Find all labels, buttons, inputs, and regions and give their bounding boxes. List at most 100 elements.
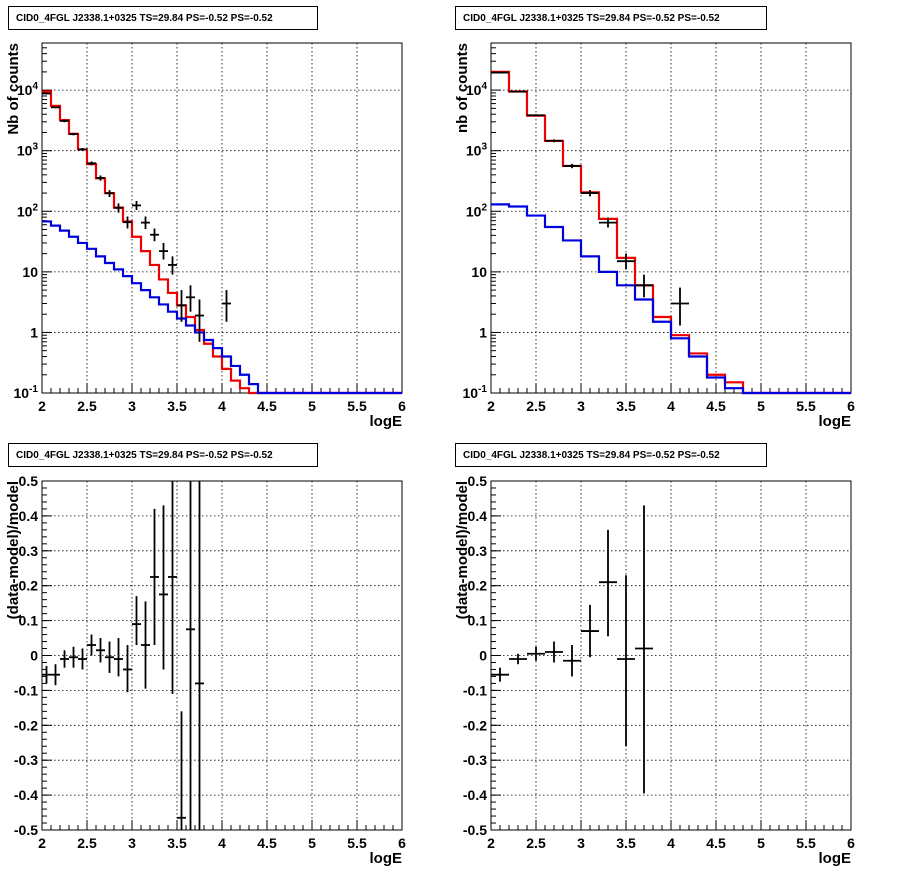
x-tick-label: 2: [38, 835, 46, 851]
x-tick-label: 5: [757, 398, 765, 414]
x-tick-label: 2: [487, 835, 495, 851]
data-point: [545, 139, 563, 143]
x-tick-label: 4.5: [257, 398, 277, 414]
y-axis-label: Nb of counts: [5, 43, 22, 135]
y-tick-label: 102: [466, 202, 488, 219]
x-tick-label: 4: [218, 398, 226, 414]
y-tick-label: 0.3: [19, 543, 39, 559]
y-tick-label: 0.1: [19, 613, 39, 629]
x-tick-label: 5.5: [347, 398, 367, 414]
x-tick-label: 4: [667, 398, 675, 414]
x-tick-label: 4.5: [257, 835, 277, 851]
y-tick-label: 0.5: [19, 473, 39, 489]
y-tick-label: 0.1: [468, 613, 488, 629]
data-point: [60, 119, 69, 123]
x-axis-label: logE: [370, 850, 403, 867]
panel-4: 2 2.5 3 3.5 4 4.5 5 5.5 6 -0.5 -0.4 -0.3 -0.2 -0.1 0 0.…: [454, 473, 855, 867]
data-point: [51, 106, 60, 109]
residual-point: [132, 596, 141, 646]
residual-point: [186, 481, 195, 830]
y-tick-label: -0.1: [14, 682, 38, 698]
y-tick-label: 1: [479, 324, 487, 340]
x-tick-label: 6: [398, 398, 406, 414]
data-point: [509, 90, 527, 93]
x-tick-label: 2: [38, 398, 46, 414]
panel-3: 2 2.5 3 3.5 4 4.5 5 5.5 6 -0.5 -0.4 -0.3 -0.2 -0.1 0 0.…: [5, 473, 406, 867]
x-tick-label: 5: [308, 835, 316, 851]
data-point: [96, 175, 105, 181]
data-point: [527, 114, 545, 117]
residual-point: [141, 601, 150, 689]
x-tick-label: 3.5: [167, 398, 187, 414]
data-point: [69, 132, 78, 136]
residual-point: [635, 505, 653, 794]
x-tick-label: 3: [128, 835, 136, 851]
panel-2-title: CID0_4FGL J2338.1+0325 TS=29.84 PS=-0.52…: [455, 6, 767, 30]
data-point: [186, 285, 195, 312]
residual-point: [563, 645, 581, 677]
y-tick-label: -0.1: [463, 682, 487, 698]
y-tick-label: -0.3: [14, 752, 38, 768]
data-point: [195, 299, 204, 342]
residual-point: [78, 648, 87, 670]
y-tick-label: -0.5: [14, 822, 38, 838]
x-tick-label: 2: [487, 398, 495, 414]
residual-point: [509, 653, 527, 665]
data-point: [168, 256, 177, 275]
y-tick-label: 0.2: [468, 578, 488, 594]
y-tick-label: -0.2: [463, 717, 487, 733]
residual-point: [168, 481, 177, 694]
data-point: [617, 253, 635, 270]
residual-point: [177, 711, 186, 830]
data-point: [105, 190, 114, 198]
y-tick-label: -0.5: [463, 822, 487, 838]
data-point: [141, 216, 150, 229]
residual-point: [617, 575, 635, 747]
x-tick-label: 6: [398, 835, 406, 851]
residual-point: [60, 650, 69, 668]
y-tick-label: 0.3: [468, 543, 488, 559]
residual-point: [123, 645, 132, 693]
x-axis-label: logE: [370, 413, 403, 430]
data-point: [491, 71, 509, 74]
data-point: [87, 161, 96, 166]
x-tick-label: 3.5: [616, 835, 636, 851]
data-point: [563, 163, 581, 169]
x-tick-label: 3: [577, 398, 585, 414]
panel-3-title: CID0_4FGL J2338.1+0325 TS=29.84 PS=-0.52…: [8, 443, 318, 467]
y-tick-label: 103: [466, 142, 488, 159]
residual-point: [87, 634, 96, 656]
panel-1: 2 2.5 3 3.5 4 4.5 5 5.5 6 10-1 1 10 102 103 104 logE Nb …: [5, 42, 406, 430]
y-axis-label: nb of counts: [454, 43, 471, 133]
x-tick-label: 4.5: [706, 398, 726, 414]
x-axis-label: logE: [819, 413, 852, 430]
x-tick-label: 5: [308, 398, 316, 414]
data-point: [132, 200, 141, 210]
y-tick-label: 0.4: [468, 508, 488, 524]
residual-point: [581, 604, 599, 658]
y-tick-label: 102: [17, 202, 39, 219]
y-axis-label: (data-model)/model: [5, 481, 22, 619]
x-tick-label: 5: [757, 835, 765, 851]
data-point: [599, 217, 617, 228]
panel-4-title: CID0_4FGL J2338.1+0325 TS=29.84 PS=-0.52…: [455, 443, 767, 467]
residual-point: [195, 481, 204, 830]
y-tick-label: 0.5: [468, 473, 488, 489]
residual-point: [105, 641, 114, 673]
x-tick-label: 5.5: [796, 835, 816, 851]
y-tick-label: -0.3: [463, 752, 487, 768]
x-tick-label: 2.5: [526, 398, 546, 414]
residual-point: [42, 665, 51, 684]
y-tick-label: 103: [17, 142, 39, 159]
y-tick-label: 104: [17, 81, 39, 98]
x-tick-label: 5.5: [796, 398, 816, 414]
x-tick-label: 3: [128, 398, 136, 414]
y-tick-label: -0.2: [14, 717, 38, 733]
residual-point: [114, 638, 123, 677]
y-axis-label: (data-model)/model: [454, 481, 471, 619]
y-tick-label: 0: [479, 648, 487, 664]
data-point: [635, 274, 653, 298]
x-tick-label: 2.5: [77, 398, 97, 414]
data-point: [42, 92, 51, 95]
